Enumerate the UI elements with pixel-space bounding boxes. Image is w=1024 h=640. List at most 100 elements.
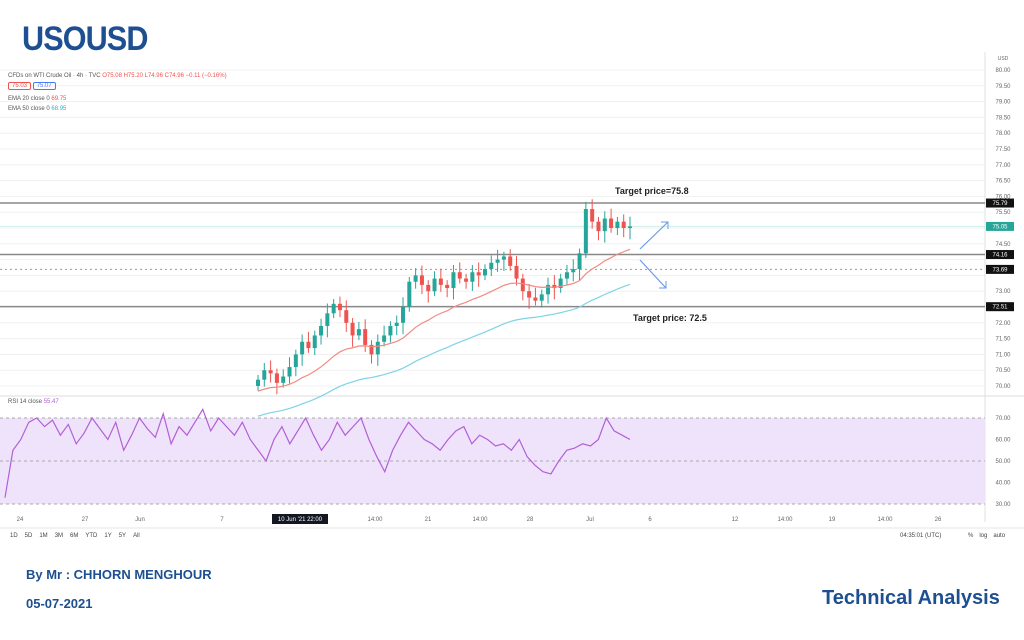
range-3m[interactable]: 3M — [54, 533, 64, 539]
candle-body — [628, 226, 632, 228]
candle-body — [602, 218, 607, 232]
clock: 04:35:01 (UTC) — [900, 533, 942, 539]
candle-body — [382, 335, 387, 342]
time-tick: 14:00 — [472, 517, 488, 523]
date: 05-07-2021 — [26, 596, 93, 611]
down-arrow-head-icon — [659, 281, 667, 289]
candle-body — [546, 284, 551, 295]
range-1m[interactable]: 1M — [39, 533, 48, 539]
rsi-tick: 40.00 — [995, 481, 1011, 487]
time-tick: 26 — [935, 517, 942, 523]
candle-body — [457, 272, 462, 279]
up-arrow-icon — [639, 221, 669, 250]
symbol-label: CFDs on WTI Crude Oil · 4h · TVC — [8, 73, 101, 79]
price-tick: 79.50 — [995, 84, 1011, 90]
time-tick: 19 — [829, 517, 836, 523]
candle-body — [319, 325, 324, 336]
candle-body — [596, 221, 601, 232]
candle-body — [407, 281, 412, 307]
time-tick: Jul — [586, 517, 594, 523]
range-toolbar: 1D 5D 1M 3M 6M YTD 1Y 5Y All — [10, 533, 140, 539]
candle-body — [583, 209, 588, 254]
candle-body — [394, 322, 399, 326]
price-tag-resistance-bg — [986, 198, 1014, 208]
range-1d[interactable]: 1D — [10, 533, 18, 539]
candle-body — [344, 310, 349, 323]
time-tick: 12 — [732, 517, 739, 523]
candle-body — [413, 275, 418, 282]
candle-body — [388, 325, 393, 336]
ema20-legend: EMA 20 close 0 69.75 — [8, 96, 67, 102]
price-tick: 77.00 — [995, 163, 1011, 169]
candle-body — [558, 278, 563, 289]
range-5d[interactable]: 5D — [24, 533, 33, 539]
price-tick: 73.00 — [995, 289, 1011, 295]
price-tag-resistance: 75.79 — [992, 201, 1008, 207]
price-tag-lower-bg — [986, 302, 1014, 312]
range-ytd[interactable]: YTD — [85, 533, 98, 539]
price-tick: 76.50 — [995, 179, 1011, 185]
price-tag-support-bg — [986, 250, 1014, 260]
range-6m[interactable]: 6M — [70, 533, 79, 539]
price-tag-support: 74.16 — [992, 253, 1008, 259]
candle-body — [356, 329, 361, 336]
rsi-tick: 50.00 — [995, 459, 1011, 465]
candle-body — [369, 344, 374, 355]
candle-body — [590, 209, 595, 222]
candle-body — [508, 256, 513, 266]
price-tick: 72.00 — [995, 321, 1011, 327]
price-chart[interactable]: 80.00 79.50 79.00 78.50 78.00 77.50 77.00 76.50… — [0, 52, 1024, 552]
range-1y[interactable]: 1Y — [104, 533, 112, 539]
candle-body — [552, 284, 557, 289]
buy-button[interactable]: 75.07 — [32, 82, 56, 90]
candle-body — [520, 278, 525, 292]
candle-body — [363, 329, 368, 345]
log-toggle[interactable]: log — [979, 533, 988, 539]
range-all[interactable]: All — [133, 533, 140, 539]
ema50-line — [257, 283, 631, 417]
time-tick: 28 — [527, 517, 534, 523]
price-tick: 78.50 — [995, 115, 1011, 121]
candle-body — [432, 278, 437, 292]
time-tick: 6 — [648, 517, 652, 523]
price-tag-lower: 72.51 — [992, 305, 1008, 311]
sell-button[interactable]: 75.03 — [8, 82, 32, 90]
candle-body — [426, 284, 431, 292]
crosshair-time-bg — [272, 514, 328, 524]
rsi-tick: 70.00 — [995, 416, 1011, 422]
range-5y[interactable]: 5Y — [118, 533, 127, 539]
candle-body — [621, 221, 626, 228]
candle-body — [281, 376, 286, 383]
candle-body — [564, 272, 569, 279]
candle-body — [527, 291, 532, 298]
candle-body — [401, 307, 406, 323]
candle-body — [514, 265, 519, 279]
price-tick: 75.50 — [995, 210, 1011, 216]
crosshair-time: 10 Jun '21 22:00 — [278, 517, 323, 523]
time-tick: 24 — [17, 517, 24, 523]
rsi-tick: 60.00 — [995, 438, 1011, 444]
candle-body — [293, 354, 298, 368]
candle-body — [312, 335, 317, 349]
up-arrow-head-icon — [661, 221, 669, 229]
down-arrow-icon — [639, 259, 667, 289]
candle-body — [482, 269, 487, 276]
auto-toggle[interactable]: auto — [993, 533, 1006, 539]
price-tick: 79.00 — [995, 100, 1011, 106]
candle-body — [495, 259, 500, 263]
candle-body — [306, 341, 311, 349]
candle-body — [501, 256, 506, 260]
candle-body — [350, 322, 355, 336]
time-tick: 14:00 — [877, 517, 893, 523]
candle-body — [419, 275, 424, 285]
candle-body — [615, 221, 620, 228]
price-tick: 80.00 — [995, 68, 1011, 74]
percent-toggle[interactable]: % — [968, 533, 974, 539]
rsi-line — [4, 408, 631, 498]
candle-body — [300, 341, 305, 355]
candle-body — [577, 253, 582, 270]
candle-body — [445, 284, 450, 289]
candle-body — [489, 262, 494, 270]
candle-body — [337, 303, 342, 311]
candle-body — [274, 373, 279, 383]
